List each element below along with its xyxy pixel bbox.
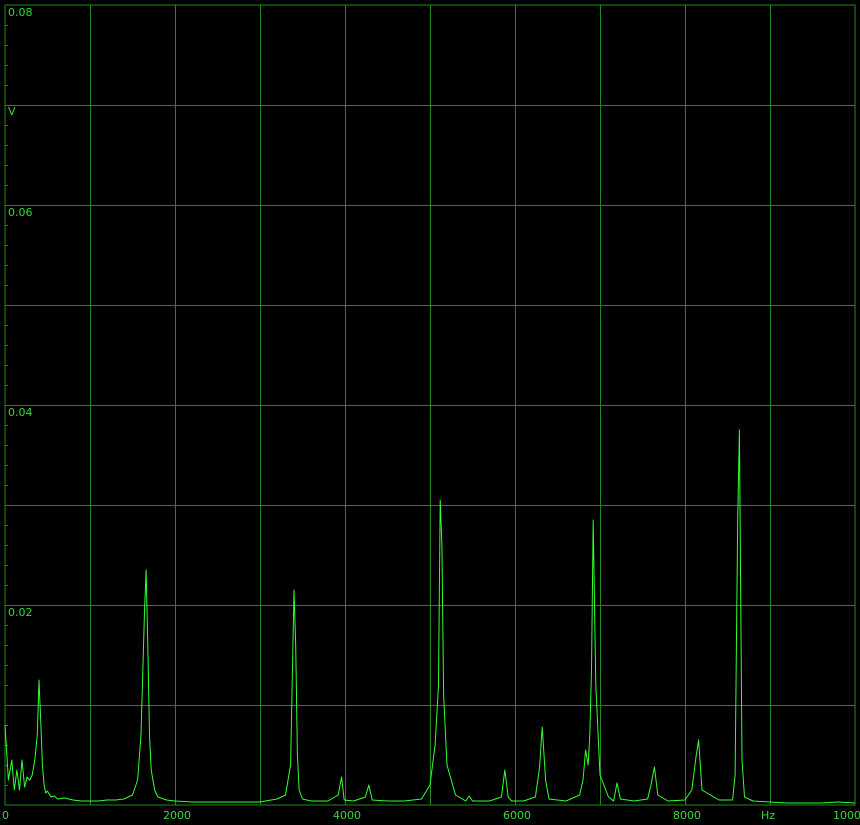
grid (5, 5, 855, 805)
x-tick-label-end: 1000 (833, 809, 860, 822)
y-tick-label-0.06: 0.06 (8, 206, 33, 219)
x-tick-label-0: 0 (2, 809, 9, 822)
x-tick-label-6000: 6000 (503, 809, 531, 822)
x-tick-label-8000: 8000 (673, 809, 701, 822)
spectrum-trace (4, 429, 856, 804)
y-minor-ticks (5, 25, 8, 786)
x-tick-label-2000: 2000 (163, 809, 191, 822)
y-tick-label-0.02: 0.02 (8, 606, 33, 619)
x-tick-label-4000: 4000 (333, 809, 361, 822)
y-tick-label-0.08: 0.08 (8, 6, 33, 19)
y-unit-label: V (8, 105, 16, 118)
y-tick-label-0.04: 0.04 (8, 406, 33, 419)
x-unit-label: Hz (761, 809, 775, 822)
